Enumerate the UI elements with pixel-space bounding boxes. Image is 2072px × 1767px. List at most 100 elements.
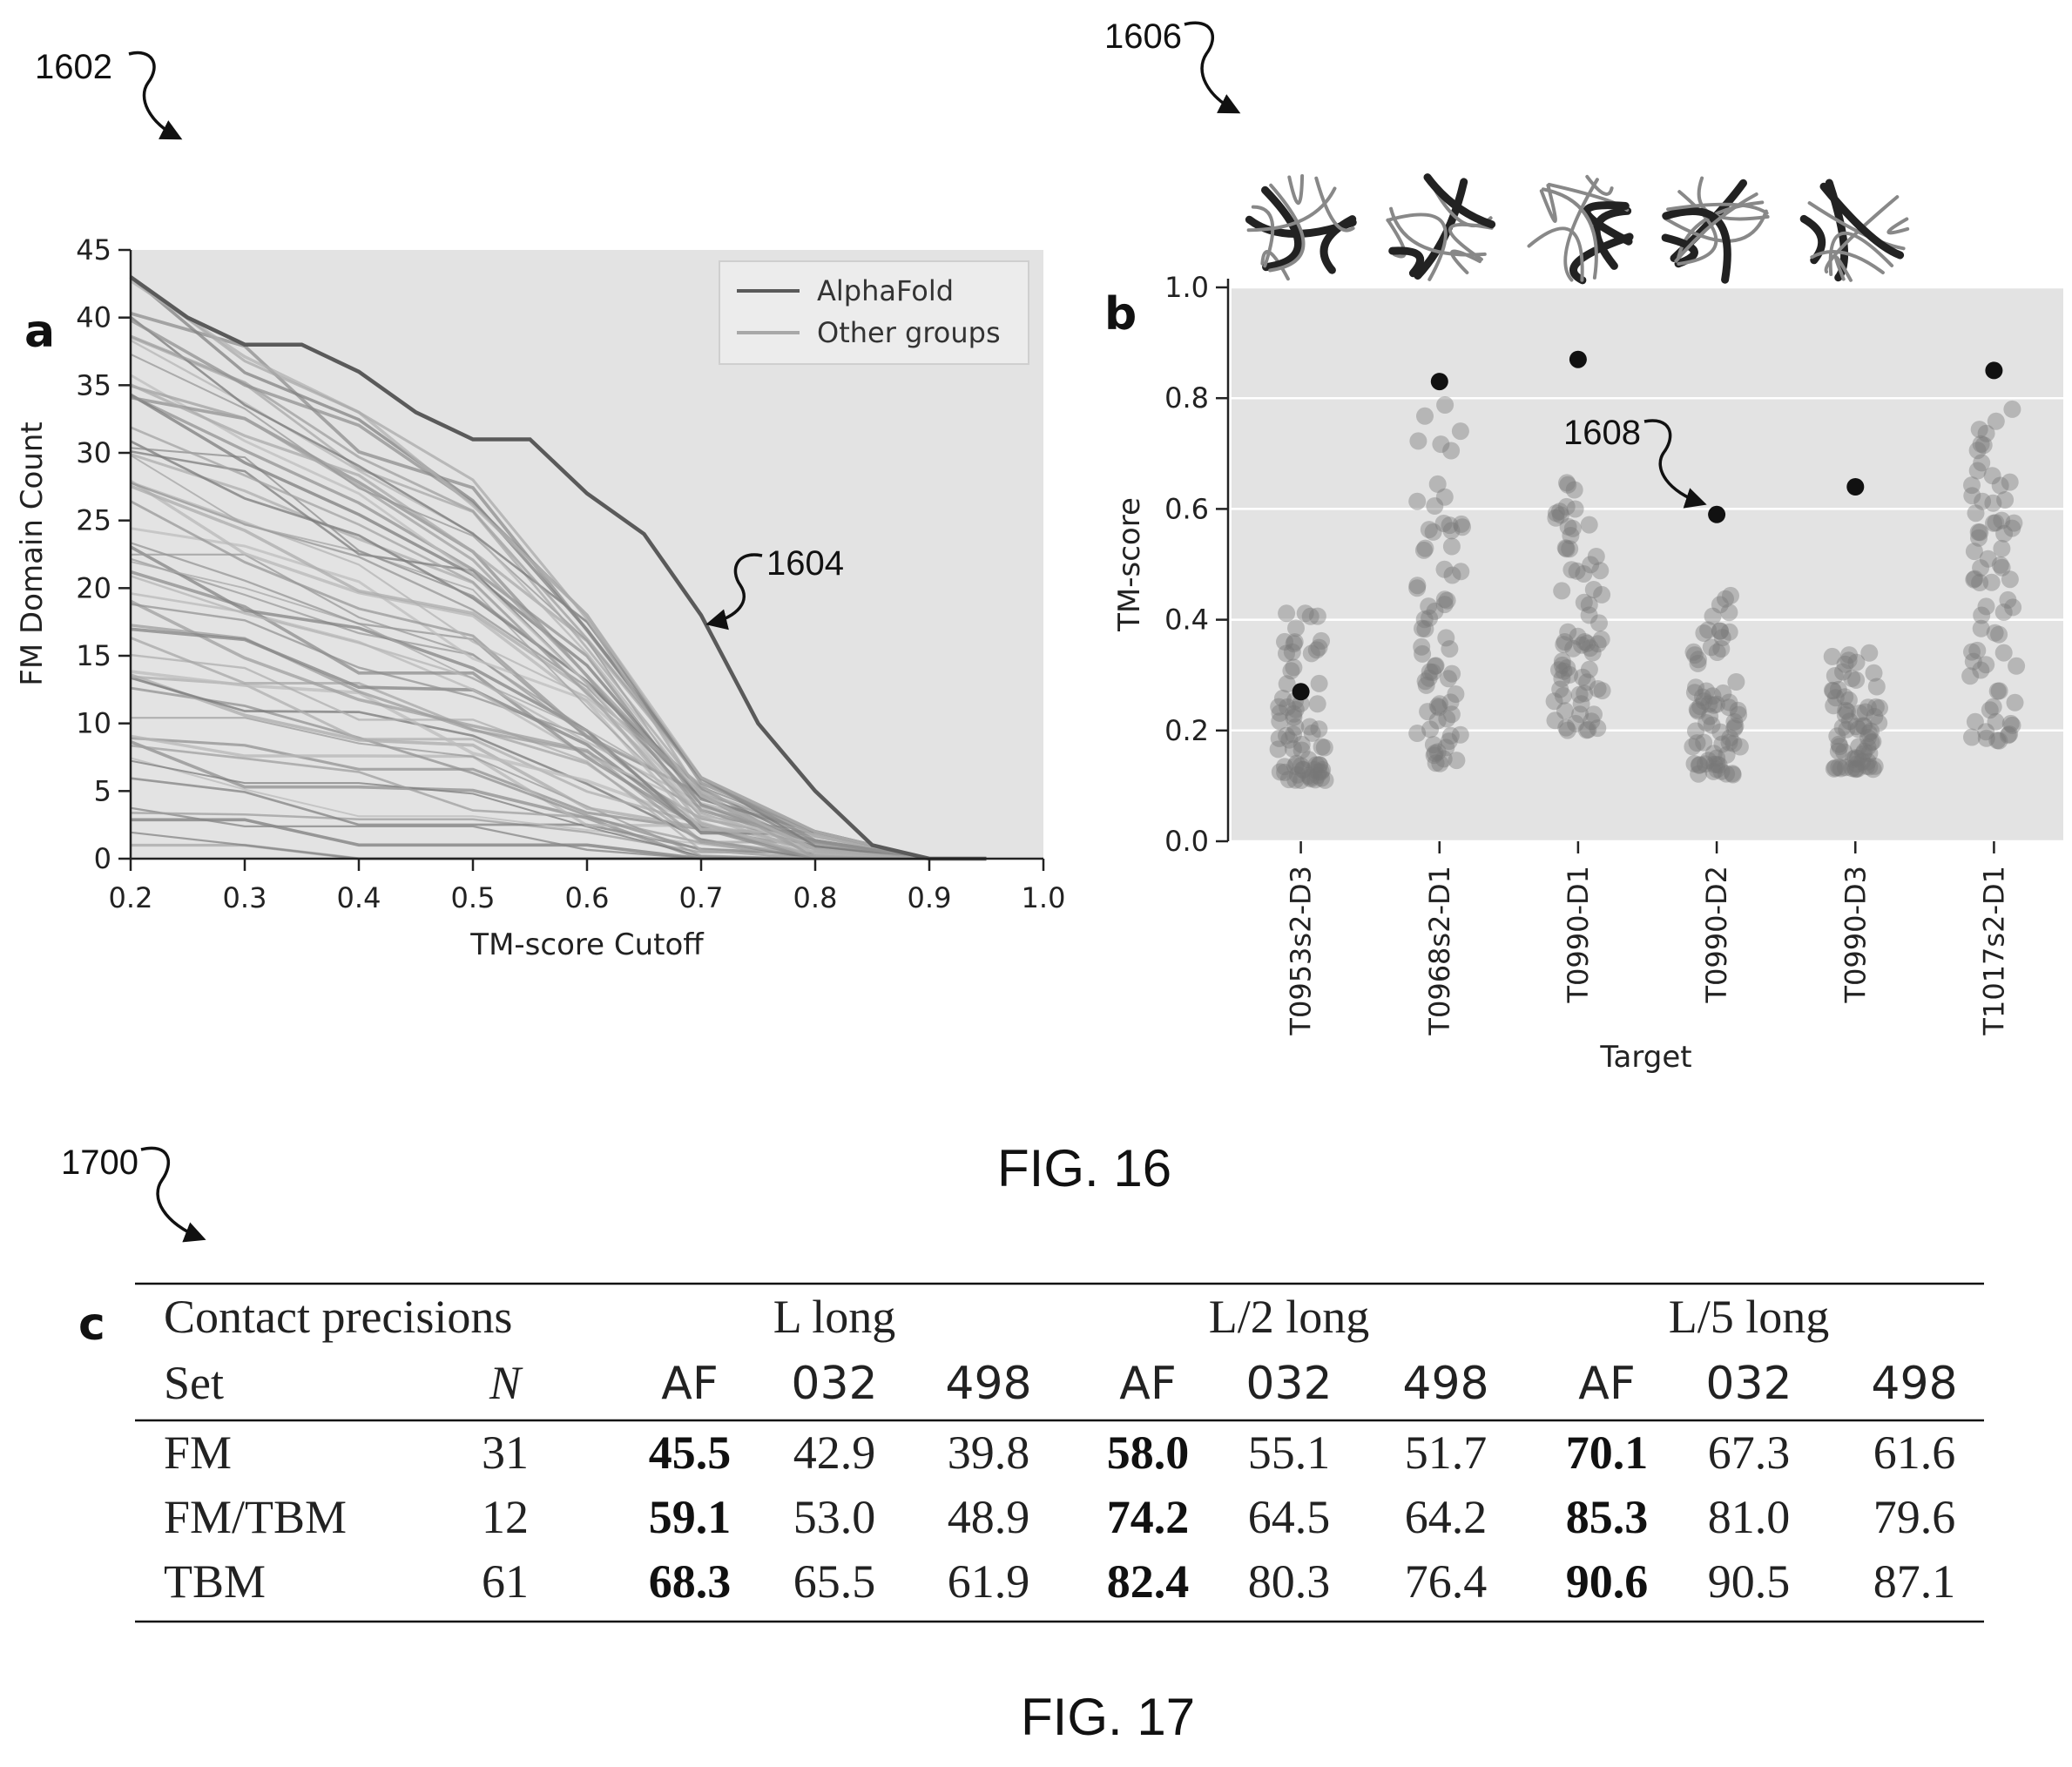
alphafold-point <box>1569 350 1587 368</box>
other-group-point <box>1866 707 1884 725</box>
panel-letter-a: a <box>24 306 55 358</box>
other-group-point <box>1447 685 1465 703</box>
y-tick-label: 1.0 <box>1164 271 1209 304</box>
other-group-point <box>1300 718 1319 736</box>
ref-1606: 1606 <box>1104 17 1182 56</box>
other-group-point <box>1574 668 1592 686</box>
other-group-point <box>1725 712 1744 731</box>
other-group-point <box>1437 738 1455 757</box>
other-group-point <box>1413 637 1431 656</box>
other-group-point <box>1555 636 1573 654</box>
other-group-point <box>1568 562 1586 580</box>
other-group-point <box>1824 682 1842 700</box>
other-group-point <box>1981 701 1999 719</box>
other-group-point <box>1553 656 1571 674</box>
other-group-point <box>1572 695 1590 713</box>
other-group-point <box>1708 755 1726 773</box>
table-row: TBM 61 68.3 65.5 61.9 82.4 80.3 76.4 90.6 90.5 87.… <box>164 1555 1955 1608</box>
other-group-point <box>1999 726 2017 745</box>
y-tick-label: 40 <box>76 301 111 334</box>
other-group-point <box>1553 670 1571 688</box>
other-group-point <box>1712 640 1731 658</box>
other-group-point <box>1442 705 1461 724</box>
other-group-point <box>1416 620 1434 638</box>
other-group-point <box>1843 670 1861 687</box>
other-group-point <box>2006 693 2024 712</box>
other-group-point <box>1313 738 1331 756</box>
other-group-point <box>1696 755 1714 773</box>
other-group-point <box>1711 723 1730 741</box>
other-group-point <box>1990 682 2008 700</box>
other-group-point <box>1854 745 1873 763</box>
other-group-point <box>1428 697 1447 715</box>
table-cell: 58.0 <box>1107 1426 1190 1479</box>
other-group-point <box>1565 481 1583 499</box>
other-group-point <box>1451 422 1469 441</box>
other-group-point <box>1276 632 1293 651</box>
other-group-point <box>1711 596 1729 614</box>
panel-a-axes: 0 5 10 15 20 25 30 35 40 45 0.2 0.3 0.4 0.5 0.6 0.7 0.8 0… <box>76 233 1065 914</box>
other-group-point <box>1993 558 2011 577</box>
other-group-point <box>1414 644 1432 663</box>
other-group-point <box>1442 537 1461 556</box>
y-tick-label: 0.4 <box>1164 604 1209 637</box>
ref-1700: 1700 <box>61 1143 138 1182</box>
other-group-point <box>1966 570 1984 588</box>
other-group-point <box>1441 693 1460 712</box>
other-group-point <box>1684 643 1703 661</box>
other-group-point <box>1731 738 1749 756</box>
table-column-header: AF <box>661 1358 718 1410</box>
table-header-l5-long: L/5 long <box>1669 1291 1830 1343</box>
other-group-point <box>1589 635 1607 653</box>
other-group-point <box>1855 742 1873 760</box>
other-group-point <box>1711 622 1729 640</box>
other-group-point <box>1972 661 1990 679</box>
table-column-header: 032 <box>1245 1358 1332 1410</box>
protein-structure-4-icon <box>1661 176 1770 284</box>
other-group-point <box>1835 743 1853 761</box>
other-group-point <box>1580 516 1598 534</box>
x-tick-label: T1017s2-D1 <box>1977 866 2010 1036</box>
other-group-point <box>1443 566 1461 584</box>
other-group-point <box>1708 644 1726 661</box>
table-cell: 31 <box>482 1426 529 1479</box>
other-group-point <box>1847 653 1866 671</box>
other-group-point <box>1982 573 2001 591</box>
other-group-point <box>1589 719 1607 738</box>
other-group-point <box>1707 695 1725 713</box>
table-column-header: AF <box>1119 1358 1176 1410</box>
other-group-point <box>1713 735 1731 753</box>
y-tick-label: 0.8 <box>1164 381 1209 415</box>
other-group-point <box>1408 492 1427 510</box>
y-tick-label: 30 <box>76 436 111 469</box>
other-group-point <box>1859 698 1877 717</box>
other-group-point <box>1871 698 1888 717</box>
y-tick-label: 20 <box>76 571 111 604</box>
other-group-point <box>1435 560 1454 578</box>
other-group-point <box>1704 762 1723 780</box>
protein-structure-5-icon <box>1799 179 1910 282</box>
other-group-point <box>1826 759 1845 777</box>
other-group-point <box>1859 752 1877 771</box>
other-group-point <box>1724 765 1742 784</box>
x-tick-label: T0968s2-D1 <box>1423 866 1456 1036</box>
alphafold-line-group <box>129 275 987 861</box>
other-group-point <box>1591 562 1610 580</box>
other-group-point <box>1427 657 1445 675</box>
other-group-point <box>1273 689 1292 707</box>
other-group-point <box>1839 651 1858 670</box>
y-tick-label: 0.0 <box>1164 825 1209 858</box>
panel-a-x-axis-label: TM-score Cutoff <box>469 927 705 962</box>
other-group-point <box>1448 752 1466 770</box>
other-group-point <box>1979 550 1997 568</box>
other-group-point <box>1424 736 1442 754</box>
other-group-point <box>1554 686 1572 705</box>
table-cell: 48.9 <box>948 1491 1030 1543</box>
panel-a-line-chart: 0 5 10 15 20 25 30 35 40 45 0.2 0.3 0.4 0.5 0.6 0.7 0.8 0… <box>15 233 1065 962</box>
alphafold-point <box>1846 478 1865 496</box>
other-group-point <box>1561 665 1579 684</box>
other-group-point <box>1833 718 1852 737</box>
table-cell: 51.7 <box>1405 1426 1488 1479</box>
other-group-point <box>1546 712 1564 730</box>
other-group-point <box>1271 704 1289 722</box>
